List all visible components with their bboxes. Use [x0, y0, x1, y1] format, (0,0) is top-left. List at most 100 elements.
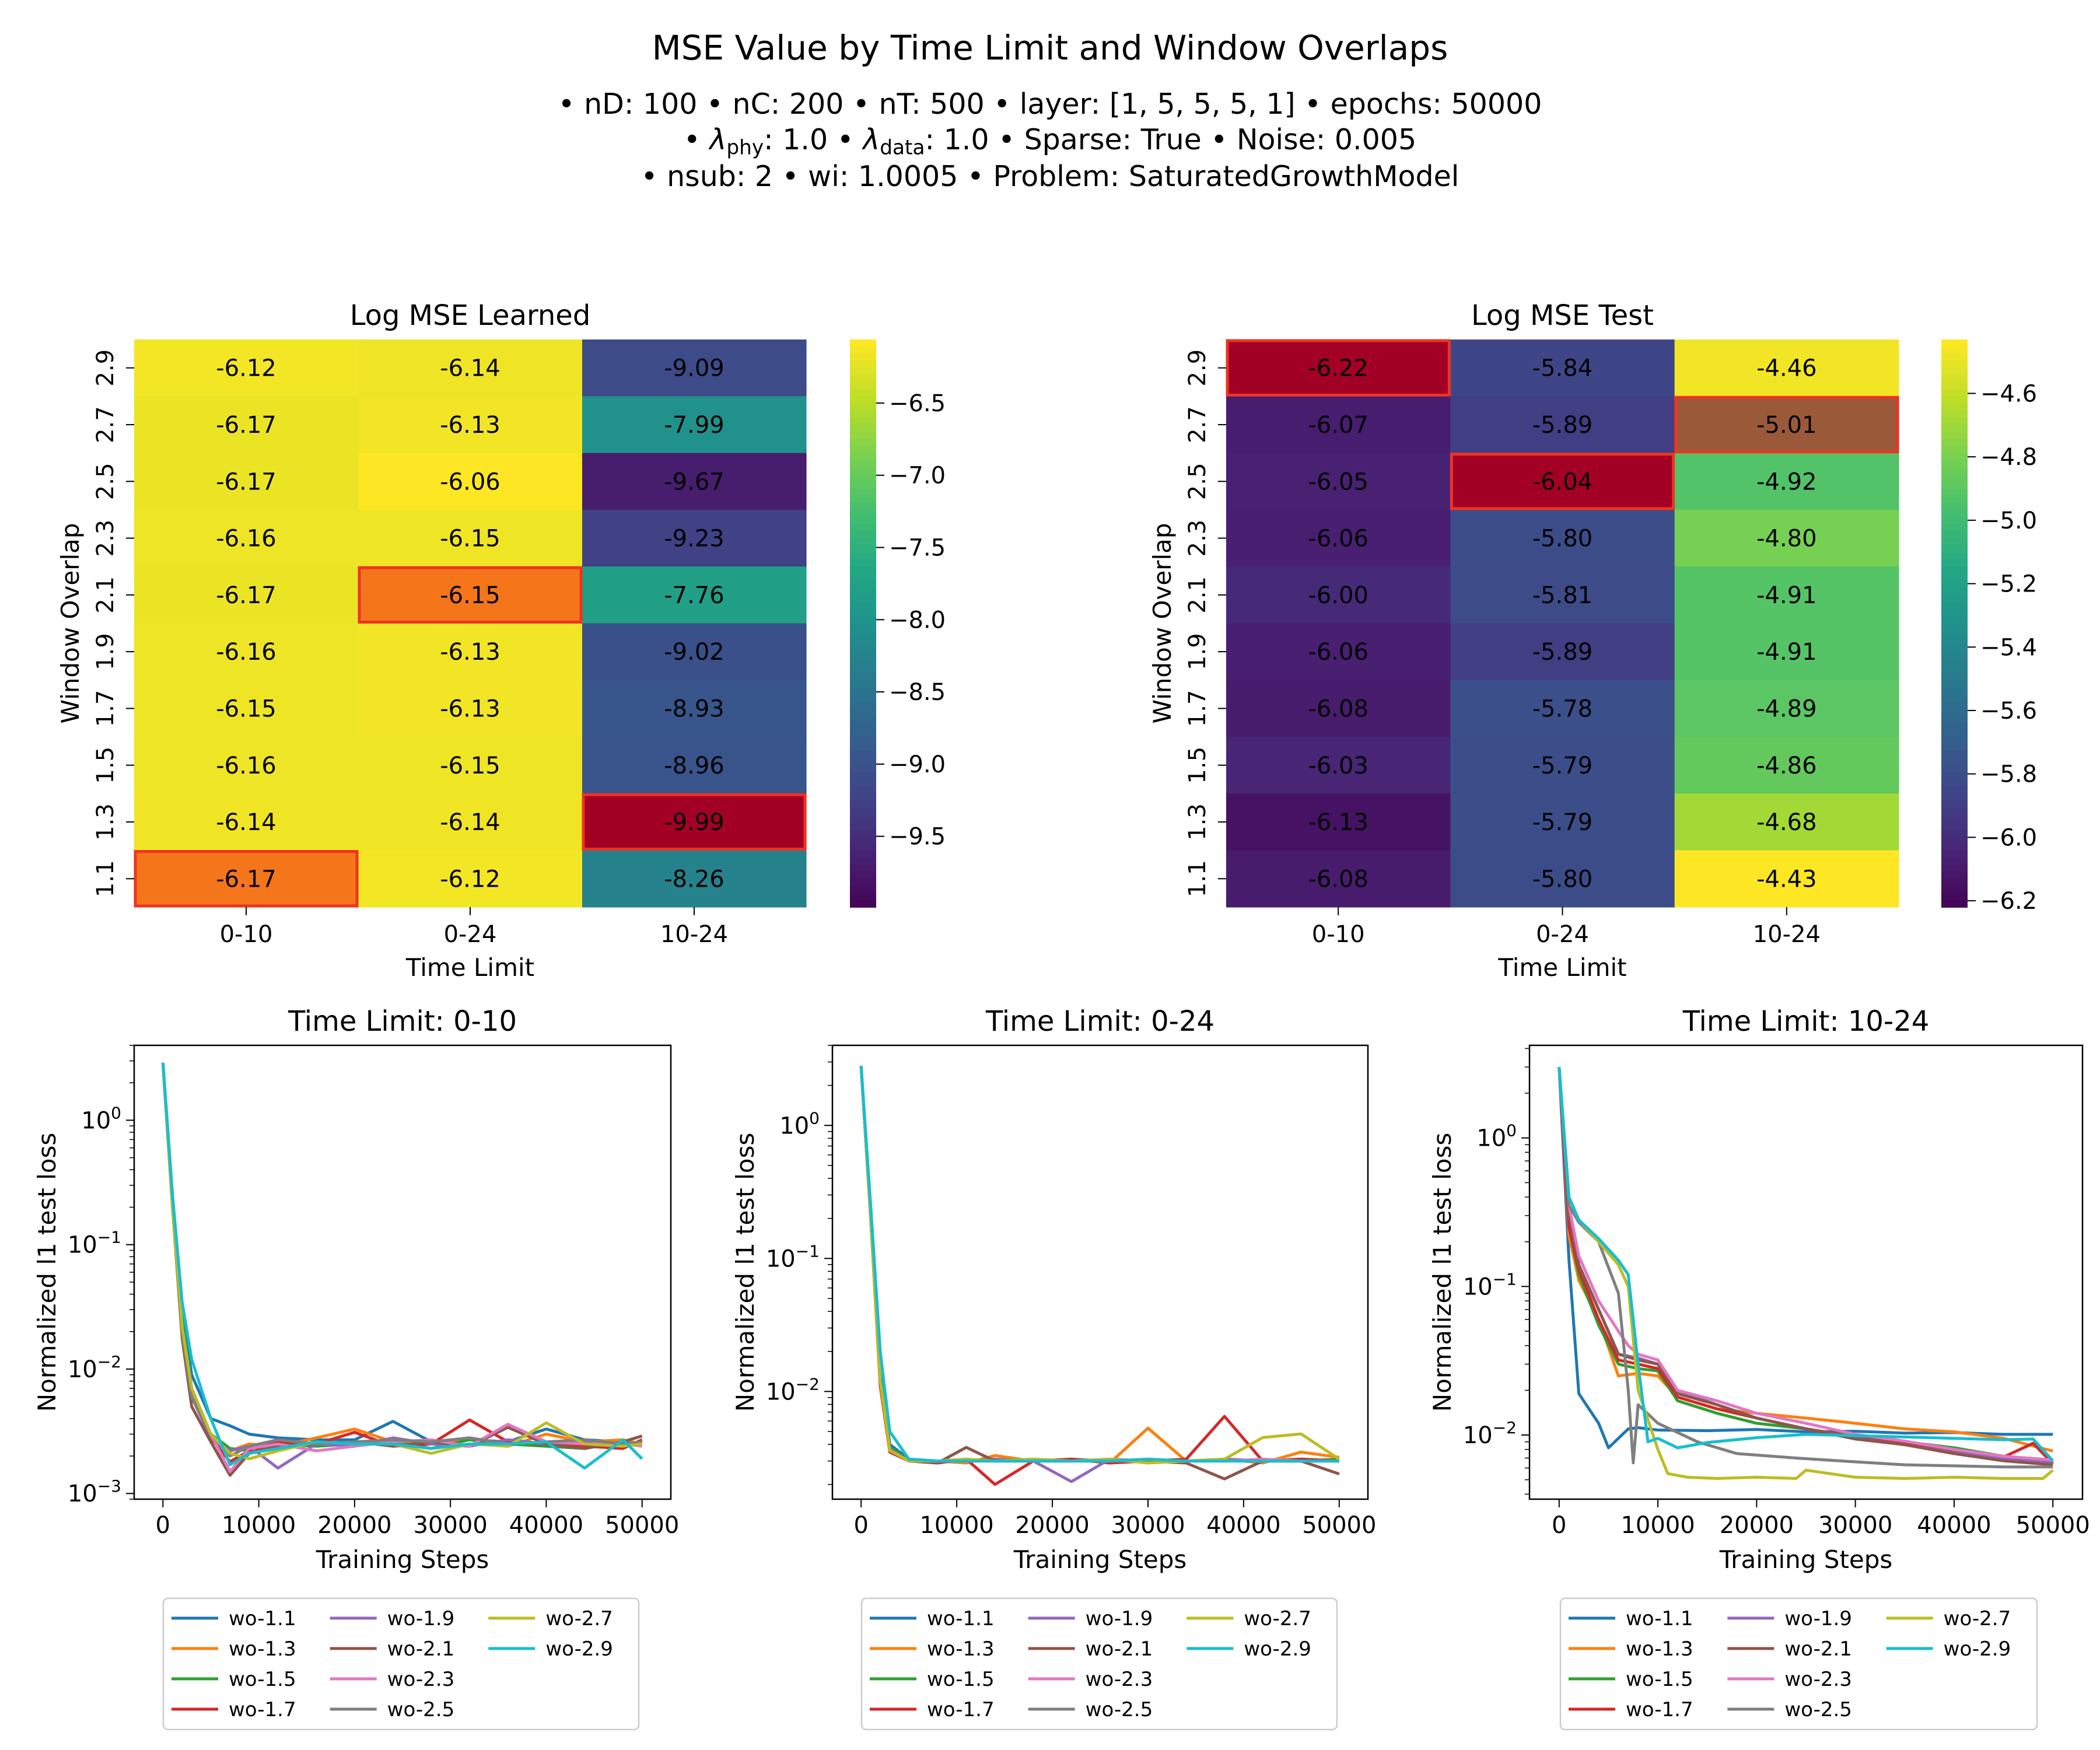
colorbar-segment — [1941, 630, 1968, 638]
y-tick-label: 1.1 — [1184, 860, 1211, 898]
cell-value-label: -6.14 — [216, 809, 276, 836]
colorbar-segment — [850, 509, 876, 518]
legend-label: wo-1.3 — [927, 1637, 995, 1661]
colorbar-segment — [850, 580, 876, 589]
colorbar-segment — [1941, 446, 1968, 454]
colorbar-segment — [1941, 460, 1968, 468]
legend-label: wo-1.1 — [927, 1607, 995, 1630]
legend-box — [1559, 1597, 2038, 1731]
heatmap-cell — [582, 340, 807, 397]
colorbar-segment — [850, 524, 876, 532]
cell-value-label: -6.13 — [1308, 809, 1368, 836]
cell-value-label: -6.14 — [440, 355, 501, 382]
heatmap-cell — [1450, 453, 1675, 510]
y-tick-label: 1.5 — [1184, 747, 1211, 784]
colorbar-segment — [1941, 779, 1968, 788]
line-plot-2: Time Limit: 0-24 0 10000 20000 30000 40000 500… — [731, 1005, 1376, 1731]
colorbar-segment — [850, 545, 876, 553]
cell-value-label: -6.15 — [440, 582, 501, 609]
colorbar-segment — [1941, 729, 1968, 738]
colorbar-segment — [850, 807, 876, 816]
series-line-wo-2.1 — [859, 1066, 1340, 1480]
colorbar-segment — [1941, 417, 1968, 425]
colorbar-segment — [1941, 545, 1968, 553]
series-line-wo-1.9 — [161, 1062, 642, 1470]
series-line-wo-1.9 — [1558, 1067, 2053, 1465]
heatmap-cell — [1226, 623, 1451, 681]
heatmap-cell — [1226, 453, 1451, 510]
cell-value-label: -4.92 — [1756, 468, 1817, 495]
colorbar-segment — [1941, 744, 1968, 752]
cell-value-label: -4.91 — [1756, 639, 1817, 666]
colorbar-tick-label: −6.5 — [889, 390, 946, 417]
y-tick-exponent: −1 — [796, 1241, 820, 1261]
heatmap-cell — [358, 737, 583, 794]
x-tick-label: 0-24 — [444, 921, 497, 948]
colorbar-segment — [850, 886, 876, 894]
colorbar-segment — [850, 623, 876, 631]
legend-label: wo-2.5 — [1784, 1698, 1852, 1721]
x-tick-label: 10000 — [919, 1512, 993, 1539]
heatmap-2: Log MSE Test -6.22 -5.84 -4.46 -6.07 -5.89 -5.… — [1148, 299, 2037, 982]
y-tick-label: 1.7 — [1184, 690, 1211, 727]
colorbar-segment — [850, 659, 876, 667]
legend-box — [162, 1597, 640, 1731]
plot-title: Time Limit: 0-10 — [288, 1005, 517, 1038]
series-line-wo-2.9 — [1558, 1067, 2054, 1462]
colorbar-segment — [850, 616, 876, 624]
cell-value-label: -9.23 — [664, 526, 724, 552]
lambda-data-symbol: λ — [863, 123, 880, 156]
series-line-wo-1.7 — [859, 1066, 1339, 1486]
heatmap-cell — [1450, 509, 1675, 567]
colorbar-segment — [1941, 467, 1968, 475]
x-tick-label: 0 — [1552, 1512, 1566, 1539]
heatmap-cell — [582, 566, 807, 624]
x-tick-label: 0 — [853, 1512, 868, 1539]
colorbar-segment — [1941, 524, 1968, 532]
subtitle-line-2: • λphy: 1.0 • λdata: 1.0 • Sparse: True … — [0, 123, 2100, 160]
colorbar-segment — [850, 822, 876, 830]
heatmap-cell — [134, 623, 359, 681]
colorbar-segment — [850, 850, 876, 858]
colorbar-segment — [1941, 432, 1968, 440]
lambda-phy-value: : 1.0 • — [764, 123, 854, 156]
legend-label: wo-2.3 — [1086, 1668, 1153, 1691]
colorbar-segment — [1941, 765, 1968, 773]
y-tick-label: 1.9 — [92, 633, 119, 670]
highlight-box — [358, 566, 583, 624]
y-tick-label: 10−1 — [766, 1241, 820, 1272]
colorbar-tick-label: −5.2 — [1980, 571, 2037, 598]
colorbar-segment — [850, 744, 876, 752]
cell-value-label: -6.04 — [1532, 468, 1593, 495]
highlight-box — [582, 793, 807, 851]
colorbar-segment — [850, 900, 876, 908]
colorbar-segment — [850, 680, 876, 688]
colorbar-segment — [1941, 573, 1968, 582]
y-tick-label: 1.3 — [1184, 803, 1211, 841]
series-line-wo-2.5 — [859, 1066, 1339, 1463]
colorbar-segment — [1941, 594, 1968, 603]
colorbar-segment — [850, 495, 876, 503]
cell-value-label: -6.13 — [440, 412, 501, 439]
x-tick-label: 0-10 — [1312, 921, 1365, 948]
colorbar-segment — [1941, 374, 1968, 383]
cell-value-label: -7.76 — [664, 582, 724, 609]
colorbar-segment — [1941, 793, 1968, 802]
series-line-wo-2.3 — [1558, 1067, 2053, 1462]
colorbar-segment — [1941, 346, 1968, 355]
y-axis-label: Normalized l1 test loss — [33, 1133, 61, 1412]
heatmap-cell — [1226, 737, 1451, 794]
heatmap-cell — [134, 453, 359, 510]
y-tick-label: 10−1 — [1463, 1269, 1517, 1300]
y-tick-label: 2.1 — [1184, 576, 1211, 614]
cell-value-label: -6.06 — [1308, 639, 1368, 666]
heatmap-cell — [358, 566, 583, 624]
heatmap-title: Log MSE Learned — [350, 299, 591, 332]
heatmap-cell — [1226, 680, 1451, 737]
cell-value-label: -6.14 — [440, 809, 501, 836]
colorbar-tick-label: −5.6 — [1980, 698, 2037, 724]
legend-label: wo-1.7 — [1626, 1698, 1693, 1721]
heatmap-cell — [134, 340, 359, 397]
colorbar-segment — [1941, 786, 1968, 794]
